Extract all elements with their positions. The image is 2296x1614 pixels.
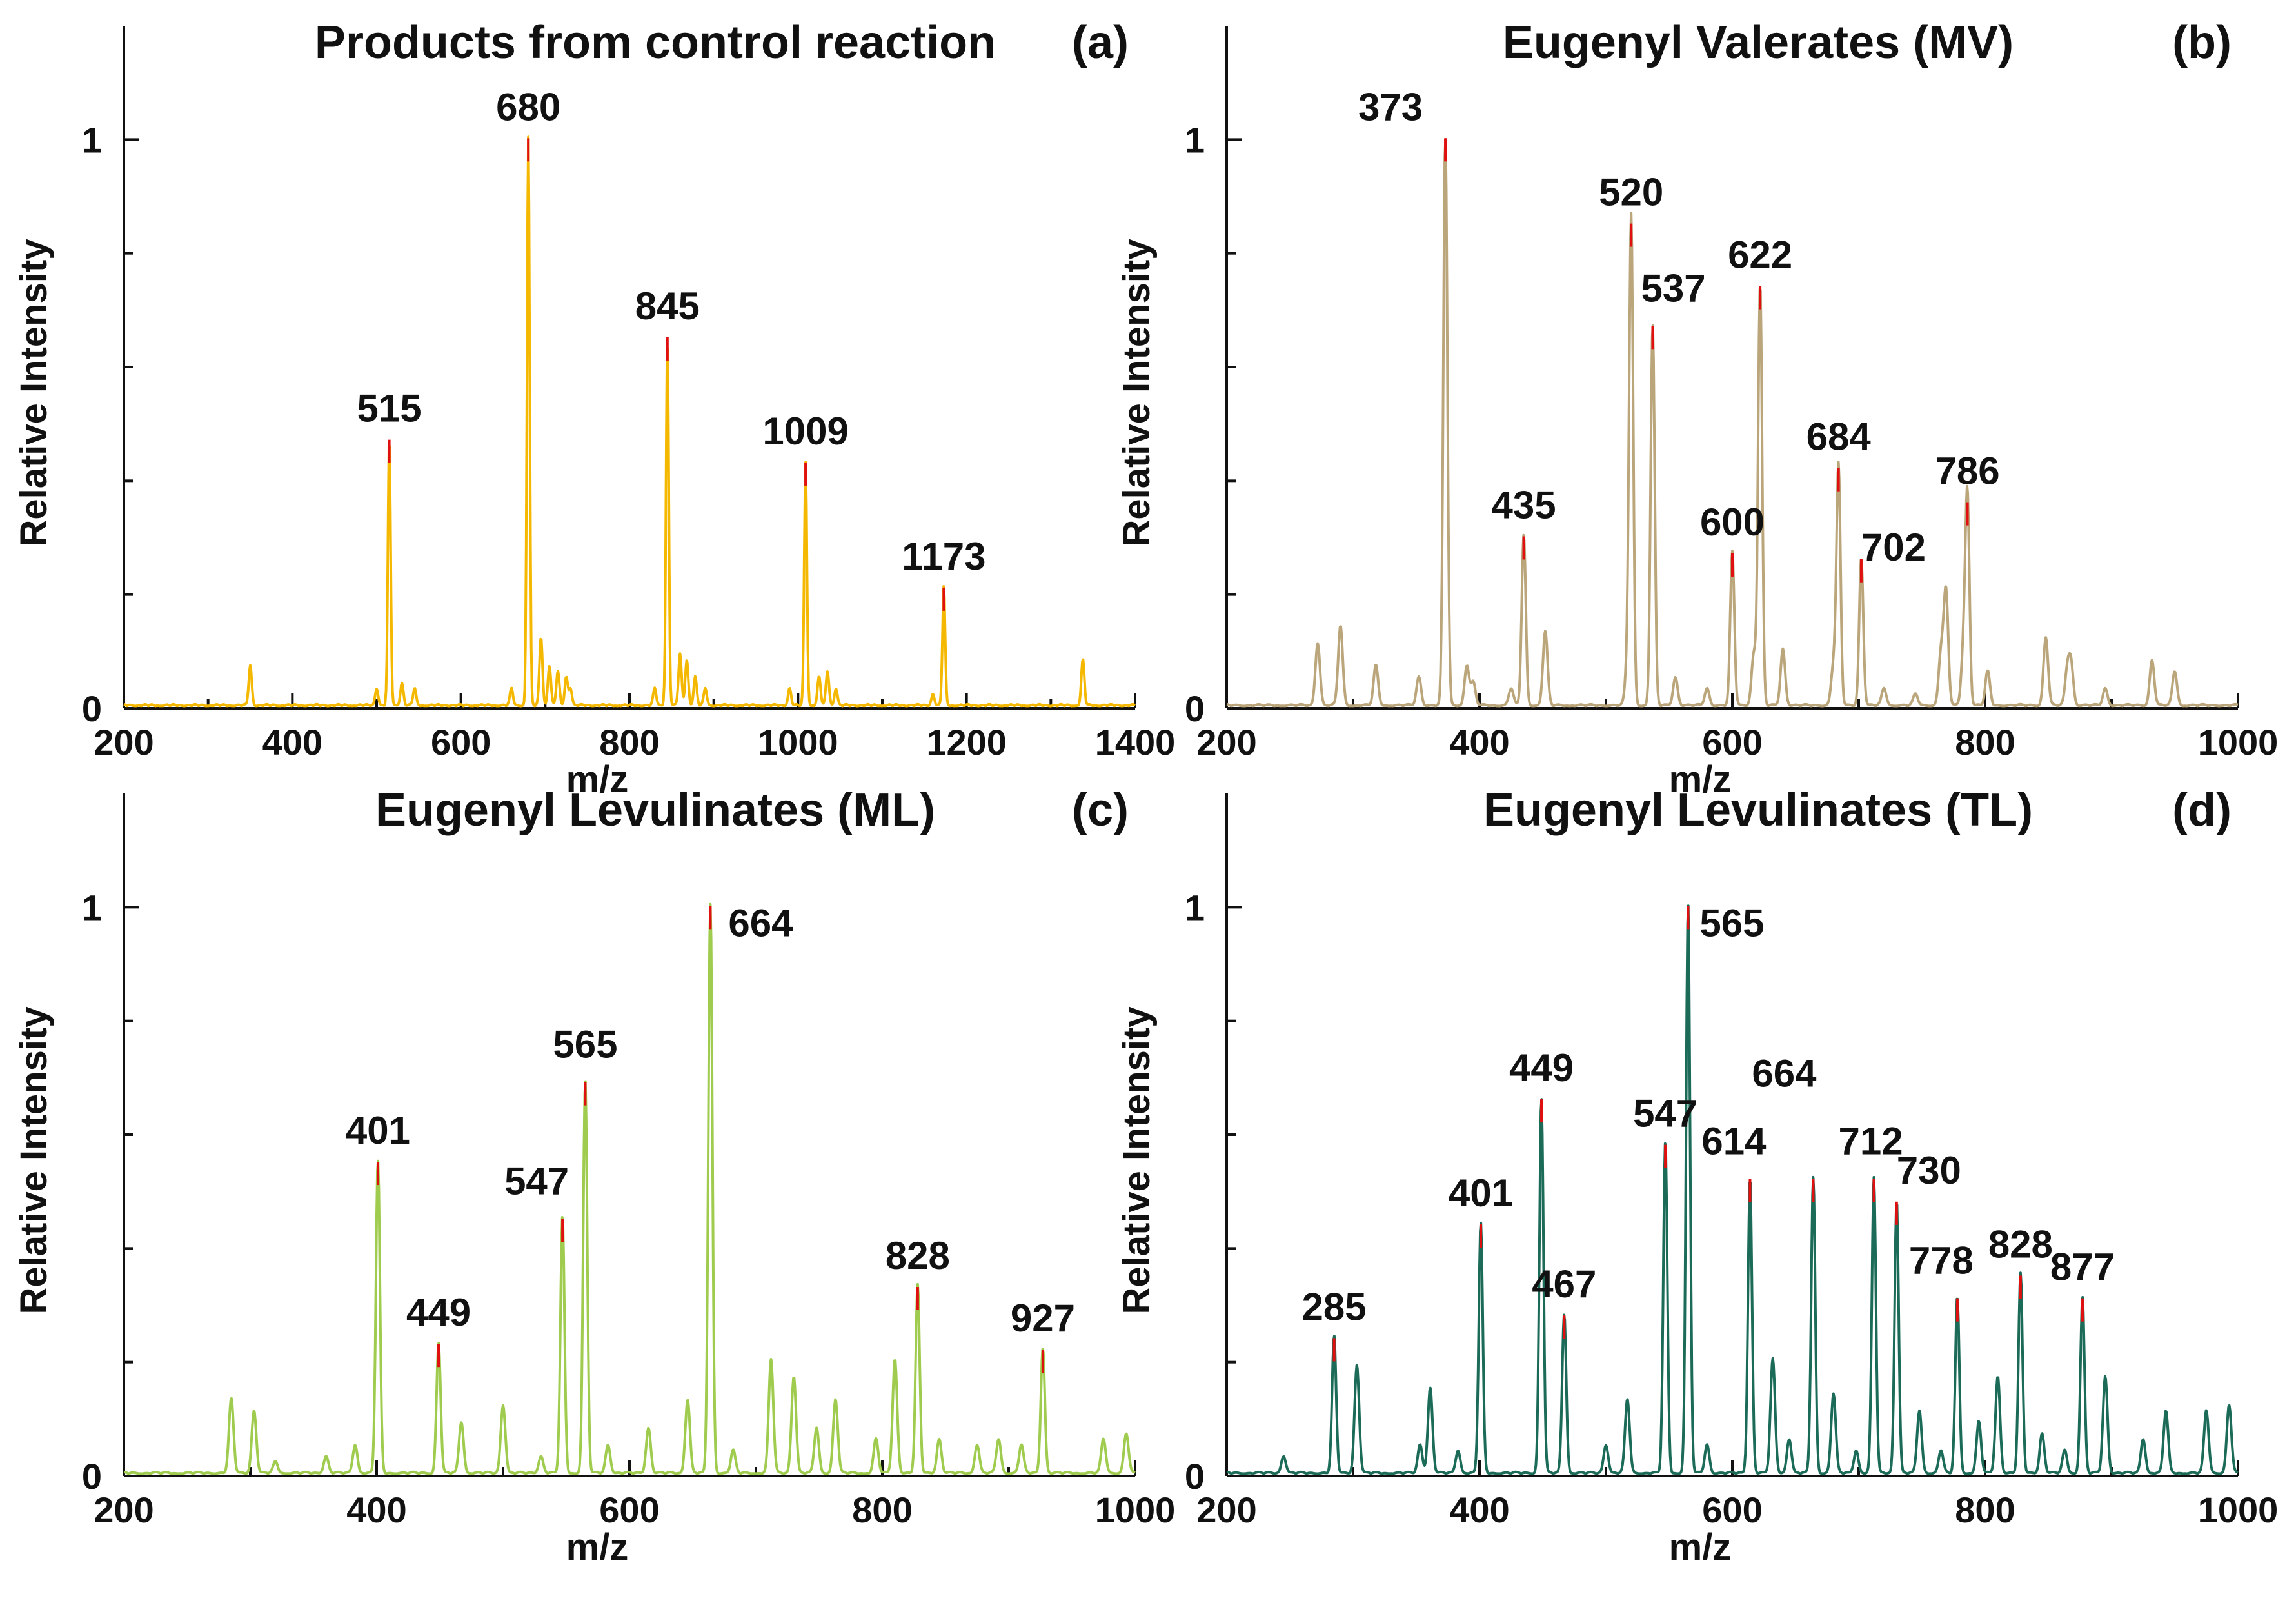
peak-label: 449 <box>406 1291 471 1334</box>
x-tick-label: 800 <box>852 1489 912 1530</box>
x-tick-label: 200 <box>1196 1489 1256 1530</box>
y-axis-label: Relative Intensity <box>13 239 55 546</box>
x-tick-label: 800 <box>1955 722 2015 762</box>
y-tick-label: 0 <box>82 1456 102 1497</box>
y-tick-label: 0 <box>82 688 102 729</box>
spectrum-line <box>1226 904 2239 1475</box>
x-tick-label: 600 <box>1702 1489 1762 1530</box>
peak-label: 467 <box>1532 1262 1596 1306</box>
chart-title: Eugenyl Levulinates (ML) <box>375 784 935 836</box>
x-tick-label: 200 <box>1196 722 1256 762</box>
peak-label: 664 <box>1752 1052 1817 1095</box>
peak-label: 373 <box>1358 85 1423 128</box>
peak-label: 1173 <box>902 535 985 578</box>
y-tick-label: 0 <box>1185 688 1205 729</box>
x-tick-label: 800 <box>1955 1489 2015 1530</box>
peak-label: 786 <box>1935 450 2000 493</box>
peak-label: 614 <box>1701 1120 1767 1163</box>
peak-label: 401 <box>1449 1171 1513 1215</box>
panel-c: 200 400 600 800 1000 0 1 401 449 547 565 664 828 927 E… <box>13 784 1175 1568</box>
peak-label: 828 <box>886 1234 950 1277</box>
peak-label: 702 <box>1861 526 1926 569</box>
y-axis-label: Relative Intensity <box>13 1006 55 1314</box>
x-tick-label: 1000 <box>2198 722 2279 762</box>
chart-title: Eugenyl Levulinates (TL) <box>1483 784 2033 836</box>
peak-label: 565 <box>553 1023 617 1066</box>
peak-label: 435 <box>1492 484 1556 527</box>
y-tick-label: 1 <box>82 887 102 928</box>
peak-label: 712 <box>1838 1120 1903 1163</box>
y-axis-label: Relative Intensity <box>1116 1006 1158 1314</box>
chart-title: Eugenyl Valerates (MV) <box>1503 17 2014 68</box>
y-tick-label: 1 <box>1185 119 1205 160</box>
peak-label: 664 <box>728 901 793 944</box>
x-tick-label: 1400 <box>1095 722 1176 762</box>
peak-label: 680 <box>496 85 560 128</box>
peak-label: 449 <box>1509 1046 1574 1090</box>
x-tick-label: 400 <box>262 722 322 762</box>
y-tick-label: 0 <box>1185 1456 1205 1497</box>
x-tick-label: 600 <box>431 722 491 762</box>
x-tick-label: 600 <box>1702 722 1762 762</box>
panel-label: (d) <box>2172 784 2232 836</box>
panel-label: (a) <box>1072 17 1129 68</box>
x-tick-label: 200 <box>94 1489 153 1530</box>
x-tick-label: 1000 <box>758 722 838 762</box>
x-tick-label: 600 <box>599 1489 659 1530</box>
chart-title: Products from control reaction <box>315 17 996 68</box>
x-axis-label: m/z <box>1669 759 1732 801</box>
peak-label: 547 <box>1633 1092 1697 1135</box>
spectrum-line <box>123 135 1136 708</box>
y-tick-label: 1 <box>82 119 102 160</box>
peak-label: 565 <box>1699 901 1764 944</box>
x-axis-label: m/z <box>566 759 629 801</box>
peak-label: 684 <box>1806 415 1872 459</box>
peak-label: 622 <box>1728 234 1792 277</box>
peak-label: 600 <box>1700 501 1765 544</box>
x-tick-label: 200 <box>94 722 153 762</box>
x-tick-label: 1200 <box>926 722 1007 762</box>
x-axis-label: m/z <box>1669 1526 1732 1568</box>
peak-label: 401 <box>346 1109 410 1152</box>
spectrum-line <box>123 902 1136 1475</box>
y-tick-label: 1 <box>1185 887 1205 928</box>
peak-label: 547 <box>504 1159 569 1202</box>
x-tick-label: 800 <box>599 722 659 762</box>
peak-label: 1009 <box>762 410 848 453</box>
x-tick-label: 1000 <box>1095 1489 1176 1530</box>
y-axis-label: Relative Intensity <box>1116 239 1158 546</box>
peak-label: 877 <box>2050 1246 2115 1289</box>
peak-label: 520 <box>1599 171 1663 214</box>
peak-label: 730 <box>1897 1149 1961 1192</box>
peak-label: 537 <box>1641 266 1705 310</box>
x-axis-label: m/z <box>566 1526 629 1568</box>
spectrum-line <box>1226 137 2239 708</box>
peak-label: 845 <box>635 284 700 328</box>
peak-label: 828 <box>1988 1222 2053 1266</box>
peak-label: 285 <box>1302 1285 1367 1328</box>
panel-a: 200 400 600 800 1000 1200 1400 0 1 515 680 845 1009 1… <box>13 17 1175 801</box>
panel-label: (c) <box>1072 784 1129 836</box>
peak-label: 927 <box>1011 1297 1075 1340</box>
x-tick-label: 400 <box>346 1489 406 1530</box>
x-tick-label: 1000 <box>2198 1489 2279 1530</box>
panel-d: 200 400 600 800 1000 0 1 285 401 449 467 547 565 614 6… <box>1116 784 2278 1568</box>
panel-b: 200 400 600 800 1000 0 1 373 435 520 537 600 622 684 7… <box>1116 17 2278 801</box>
x-tick-label: 400 <box>1449 1489 1509 1530</box>
peak-label: 778 <box>1909 1239 1974 1282</box>
panel-label: (b) <box>2172 17 2232 68</box>
x-tick-label: 400 <box>1449 722 1509 762</box>
peak-label: 515 <box>357 387 422 430</box>
